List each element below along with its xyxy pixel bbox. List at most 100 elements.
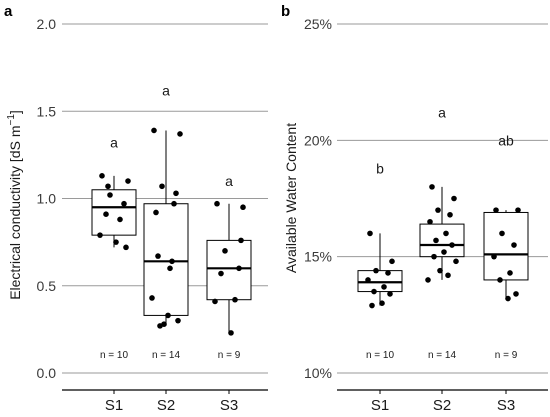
data-point — [240, 204, 246, 211]
data-point — [117, 216, 123, 223]
data-point — [443, 230, 449, 237]
sample-size-label: n = 14 — [152, 350, 181, 361]
data-point — [431, 253, 437, 260]
data-point — [511, 242, 517, 248]
data-point — [161, 321, 167, 327]
data-point — [427, 218, 433, 225]
x-tick-label: S3 — [497, 397, 515, 414]
sample-size-label: n = 9 — [495, 350, 518, 361]
data-point — [381, 284, 387, 290]
panel-a-y-axis-title-main: Electrical conductivity [dS m — [7, 126, 23, 300]
data-point — [445, 272, 451, 279]
panel-a-y-axis-title: Electrical conductivity [dS m−1] — [6, 110, 23, 300]
data-point — [453, 258, 459, 265]
data-point — [497, 277, 503, 283]
data-point — [387, 291, 393, 297]
data-point — [513, 291, 519, 297]
data-point — [236, 265, 242, 272]
data-point — [371, 288, 377, 295]
data-point — [214, 200, 220, 207]
data-point — [177, 131, 183, 137]
data-point — [149, 295, 155, 301]
y-tick-label: 15% — [304, 249, 332, 265]
data-point — [369, 302, 375, 309]
box — [143, 203, 189, 316]
data-point — [151, 127, 157, 134]
significance-letter: a — [225, 173, 233, 189]
data-point — [365, 277, 371, 283]
panel-a: a 0.0 0.5 1.0 1.5 2.0 Electrical conductivit… — [4, 3, 268, 414]
data-point — [373, 267, 379, 274]
panel-b-significance-letters: b a ab — [376, 104, 514, 176]
data-point — [449, 242, 455, 248]
panel-b-boxes — [357, 186, 529, 306]
data-point — [155, 253, 161, 259]
x-tick-label: S2 — [433, 397, 451, 414]
data-point — [103, 211, 109, 218]
data-point — [97, 232, 103, 238]
panel-a-letter: a — [4, 3, 13, 20]
data-point — [113, 239, 119, 245]
data-point — [441, 249, 447, 255]
sample-size-label: n = 10 — [100, 350, 129, 361]
data-point — [99, 173, 105, 179]
data-point — [169, 258, 175, 265]
data-point — [228, 330, 234, 336]
data-point — [437, 267, 443, 274]
panel-b-letter: b — [281, 3, 290, 20]
panel-a-boxes — [91, 130, 252, 333]
data-point — [493, 207, 499, 213]
panel-b: b 10% 15% 20% 25% Available Water Content b… — [281, 3, 548, 414]
x-tick-label: S3 — [220, 397, 238, 414]
panel-a-significance-letters: a a a — [110, 82, 233, 189]
data-point — [389, 258, 395, 265]
data-point — [171, 200, 177, 207]
data-point — [123, 244, 129, 251]
data-point — [435, 207, 441, 213]
box — [206, 239, 252, 301]
data-point — [385, 270, 391, 276]
panel-b-y-tick-labels: 10% 15% 20% 25% — [304, 16, 332, 381]
y-tick-label: 20% — [304, 132, 332, 148]
y-tick-label: 1.0 — [37, 191, 57, 207]
y-tick-label: 1.5 — [37, 103, 57, 119]
panel-a-y-axis-title-end: ] — [7, 110, 23, 114]
x-tick-label: S1 — [105, 397, 123, 414]
y-tick-label: 2.0 — [37, 16, 57, 32]
data-point — [507, 270, 513, 276]
data-point — [173, 190, 179, 197]
box — [357, 270, 403, 293]
sample-size-label: n = 14 — [428, 350, 457, 361]
significance-letter: a — [438, 104, 446, 120]
panel-a-x-tick-labels: S1 S2 S3 — [105, 390, 238, 414]
data-point — [175, 317, 181, 324]
data-point — [165, 312, 171, 319]
panel-b-points — [365, 184, 521, 309]
y-tick-label: 10% — [304, 365, 332, 381]
data-point — [379, 300, 385, 307]
y-tick-label: 0.0 — [37, 365, 57, 381]
data-point — [121, 200, 127, 207]
sample-size-label: n = 9 — [218, 350, 241, 361]
significance-letter: a — [110, 135, 118, 151]
data-point — [515, 207, 521, 213]
data-point — [367, 230, 373, 237]
data-point — [167, 265, 173, 272]
data-point — [425, 277, 431, 283]
significance-letter: b — [376, 160, 384, 176]
data-point — [433, 237, 439, 244]
significance-letter: a — [162, 82, 170, 98]
y-tick-label: 0.5 — [37, 278, 57, 294]
data-point — [499, 230, 505, 237]
panel-a-y-axis-title-exp: −1 — [6, 114, 17, 126]
panel-a-y-tick-labels: 0.0 0.5 1.0 1.5 2.0 — [37, 16, 57, 381]
data-point — [153, 209, 159, 216]
data-point — [429, 184, 435, 190]
data-point — [105, 183, 111, 190]
data-point — [218, 270, 224, 277]
data-point — [491, 253, 497, 260]
x-tick-label: S1 — [371, 397, 389, 414]
significance-letter: ab — [498, 132, 514, 148]
panel-a-points — [97, 127, 246, 336]
data-point — [447, 211, 453, 218]
